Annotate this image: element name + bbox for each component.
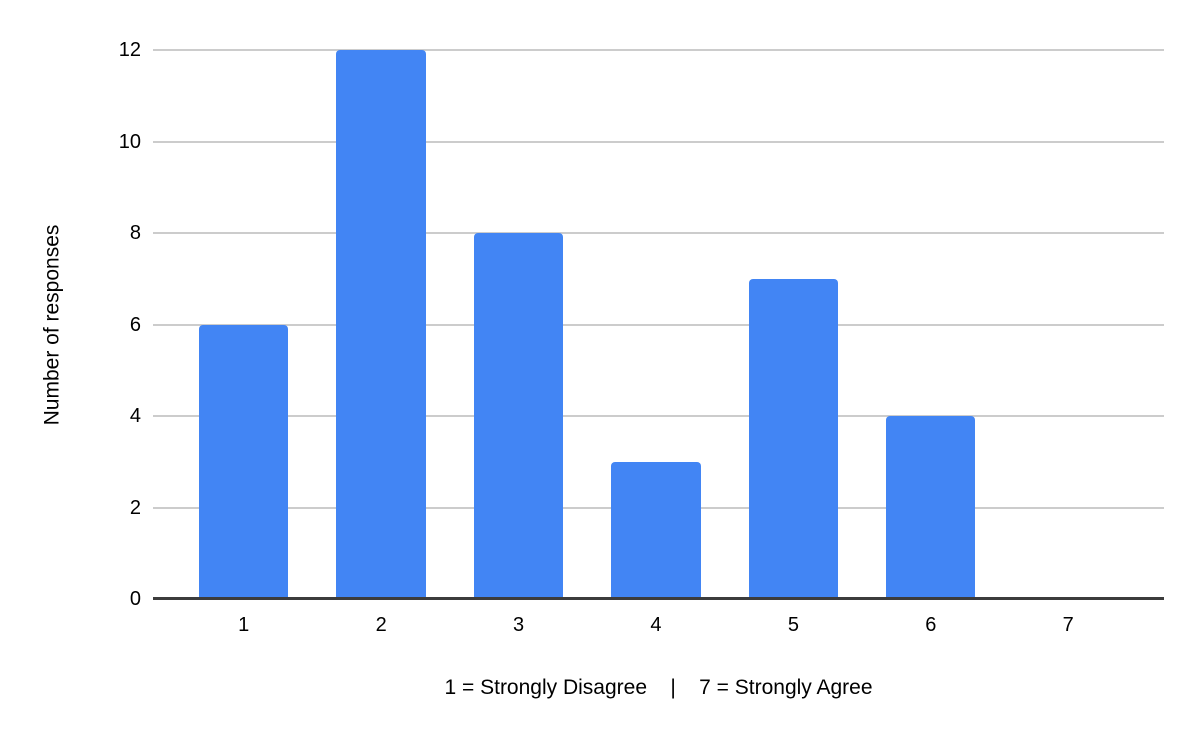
bar-6: [886, 416, 976, 599]
y-tick-label-2: 2: [129, 496, 141, 519]
y-tick-label-8: 8: [129, 222, 141, 244]
bar-band-4: [587, 50, 724, 599]
x-axis-caption: 1 = Strongly Disagree | 7 = Strongly Agr…: [444, 676, 873, 699]
y-tick-label-0: 0: [129, 588, 141, 610]
x-tick-label-1: 1: [238, 614, 250, 636]
plot-area: [153, 49, 1164, 600]
bar-1: [199, 324, 289, 599]
x-tick-label-3: 3: [512, 614, 525, 636]
x-tick-label-4: 4: [650, 614, 662, 636]
bar-band-3: [450, 50, 587, 599]
gridline-6: [153, 323, 1164, 326]
gridline-4: [153, 415, 1164, 417]
y-tick-label-12: 12: [118, 39, 141, 61]
bar-5: [748, 278, 839, 599]
x-tick-label-2: 2: [375, 614, 387, 636]
x-tick-label-5: 5: [787, 614, 799, 636]
bar-3: [473, 233, 564, 599]
gridline-10: [153, 140, 1164, 143]
bar-band-5: [725, 50, 862, 599]
x-axis-line: [153, 597, 1164, 600]
y-tick-label-10: 10: [118, 130, 141, 153]
bars: [175, 50, 1137, 599]
bar-band-6: [862, 50, 999, 599]
gridline-8: [153, 232, 1164, 234]
bar-4: [611, 461, 701, 599]
x-axis-labels: 1 2 3 4 5 6 7: [175, 613, 1137, 637]
bar-2: [336, 50, 426, 599]
x-tick-label-7: 7: [1062, 614, 1074, 636]
y-tick-label-6: 6: [129, 313, 141, 336]
bar-band-7: [1000, 50, 1137, 599]
bar-band-2: [312, 50, 449, 599]
y-tick-label-4: 4: [129, 405, 141, 427]
x-tick-label-6: 6: [925, 614, 937, 636]
bar-band-1: [175, 50, 312, 599]
gridline-12: [153, 49, 1164, 51]
y-axis-tick-labels: 0 2 4 6 8 10 12: [0, 40, 141, 609]
